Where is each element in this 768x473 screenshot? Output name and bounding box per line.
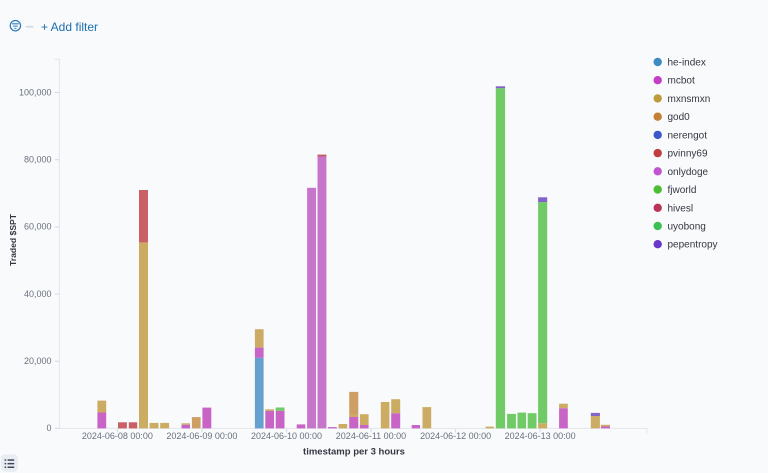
svg-text:nerengot: nerengot: [668, 130, 708, 141]
svg-text:+ Add filter: + Add filter: [41, 20, 98, 34]
svg-text:40,000: 40,000: [24, 289, 52, 299]
svg-text:2024-06-09 00:00: 2024-06-09 00:00: [166, 431, 237, 441]
svg-text:uyobong: uyobong: [668, 222, 706, 233]
svg-text:2024-06-10 00:00: 2024-06-10 00:00: [251, 431, 322, 441]
svg-text:hivesl: hivesl: [668, 203, 694, 214]
svg-text:pepentropy: pepentropy: [668, 240, 718, 251]
svg-text:2024-06-12 00:00: 2024-06-12 00:00: [420, 431, 491, 441]
svg-text:pvinny69: pvinny69: [668, 149, 708, 160]
svg-text:20,000: 20,000: [24, 356, 52, 366]
svg-text:2024-06-13 00:00: 2024-06-13 00:00: [505, 431, 576, 441]
svg-text:80,000: 80,000: [24, 155, 52, 165]
svg-text:2024-06-08 00:00: 2024-06-08 00:00: [82, 431, 153, 441]
svg-text:2024-06-11 00:00: 2024-06-11 00:00: [336, 431, 406, 441]
svg-text:god0: god0: [668, 112, 691, 123]
svg-text:onlydoge: onlydoge: [668, 167, 709, 178]
svg-text:Traded $SPT: Traded $SPT: [8, 213, 18, 266]
svg-text:mcbot: mcbot: [668, 76, 695, 87]
svg-text:0: 0: [46, 423, 51, 433]
svg-text:60,000: 60,000: [24, 222, 52, 232]
svg-text:100,000: 100,000: [19, 87, 52, 97]
svg-text:mxnsmxn: mxnsmxn: [668, 94, 711, 105]
svg-text:he-index: he-index: [668, 58, 706, 69]
svg-text:timestamp per 3 hours: timestamp per 3 hours: [303, 446, 405, 457]
svg-text:fjworld: fjworld: [668, 185, 697, 196]
